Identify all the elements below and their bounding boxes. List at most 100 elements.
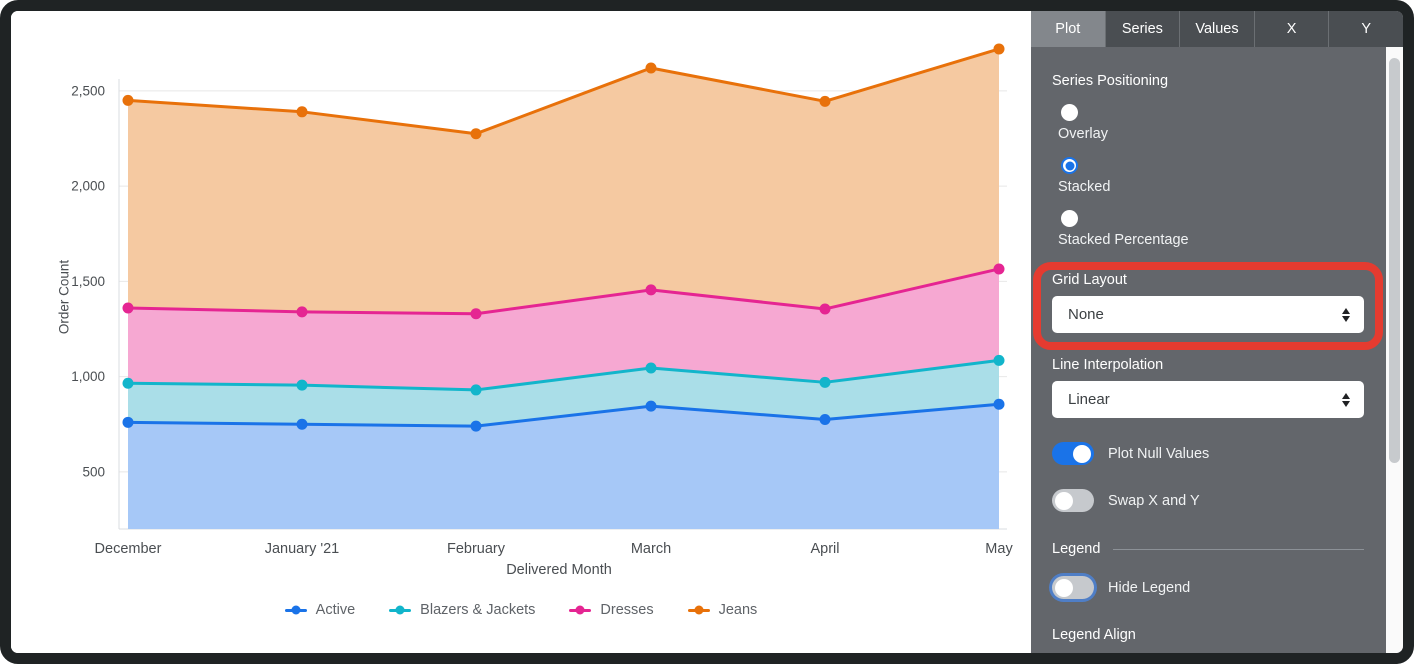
chart-legend: Active Blazers & Jackets Dresses Jeans	[11, 602, 1031, 618]
point-Jeans[interactable]	[819, 95, 831, 107]
legend-label: Blazers & Jackets	[420, 602, 536, 618]
hide-legend-toggle[interactable]	[1052, 576, 1094, 599]
area-Dresses	[128, 268, 999, 390]
legend-section-header-row: Legend	[1052, 541, 1364, 557]
hide-legend-label: Hide Legend	[1108, 579, 1191, 596]
point-Dresses[interactable]	[645, 284, 657, 296]
y-tick-label: 500	[82, 464, 105, 479]
hide-legend-row: Hide Legend	[1052, 576, 1364, 599]
legend-label: Dresses	[600, 602, 654, 618]
point-Dresses[interactable]	[296, 306, 308, 318]
radio-label: Overlay	[1058, 126, 1108, 142]
point-Dresses[interactable]	[122, 302, 134, 314]
grid-layout-label: Grid Layout	[1052, 272, 1127, 288]
point-Jeans[interactable]	[122, 94, 134, 106]
area-Jeans	[128, 48, 999, 314]
point-Dresses[interactable]	[470, 308, 482, 320]
radio-icon[interactable]	[1061, 104, 1078, 121]
point-Active[interactable]	[296, 418, 308, 430]
radio-icon[interactable]	[1061, 157, 1078, 174]
point-Blazers & Jackets[interactable]	[296, 379, 308, 391]
legend-align-label: Legend Align	[1052, 627, 1136, 643]
legend-section-header: Legend	[1052, 541, 1101, 557]
point-Dresses[interactable]	[819, 303, 831, 315]
plot-null-values-row: Plot Null Values	[1052, 442, 1364, 465]
radio-label: Stacked	[1058, 179, 1111, 195]
legend-marker-icon	[389, 605, 412, 615]
legend-marker-icon	[284, 605, 307, 615]
point-Blazers & Jackets[interactable]	[819, 376, 831, 388]
settings-panel: Plot Series Values X Y Series Positionin…	[1031, 11, 1403, 653]
point-Active[interactable]	[645, 400, 657, 412]
x-tick-label: March	[631, 541, 671, 557]
radio-icon[interactable]	[1061, 210, 1078, 227]
x-tick-label: April	[810, 541, 839, 557]
scrollbar-thumb[interactable]	[1389, 58, 1400, 463]
area-Blazers & Jackets	[128, 360, 999, 427]
line-Dresses	[127, 267, 1000, 316]
legend-item[interactable]: Dresses	[569, 602, 654, 618]
legend-marker-icon	[569, 605, 592, 615]
radio-option-stacked-percentage[interactable]: Stacked Percentage	[1052, 210, 1364, 248]
point-Jeans[interactable]	[993, 43, 1005, 55]
section-divider	[1113, 548, 1364, 550]
swap-x-y-row: Swap X and Y	[1052, 489, 1364, 512]
y-tick-label: 1,500	[71, 274, 105, 289]
area-Active	[128, 404, 999, 529]
y-tick-label: 2,500	[71, 83, 105, 98]
point-Active[interactable]	[122, 416, 134, 428]
point-Blazers & Jackets[interactable]	[645, 362, 657, 374]
line-Active	[127, 402, 1000, 428]
panel-body: Series Positioning Overlay Stacked Stack…	[1031, 47, 1403, 653]
legend-marker-icon	[687, 605, 710, 615]
y-axis-title: Order Count	[56, 259, 72, 335]
radio-label: Stacked Percentage	[1058, 232, 1189, 248]
line-interpolation-value: Linear	[1068, 391, 1110, 408]
toggle-knob	[1055, 578, 1073, 597]
tab-series[interactable]: Series	[1104, 11, 1180, 47]
line-Blazers & Jackets	[127, 358, 1000, 392]
line-interpolation-select[interactable]: Linear	[1052, 381, 1364, 418]
point-Jeans[interactable]	[645, 62, 657, 74]
tab-y[interactable]: Y	[1328, 11, 1403, 47]
stacked-area-chart: 500 1,000 1,500 2,000 2,500 December January '…	[71, 43, 1013, 557]
plot-null-values-toggle[interactable]	[1052, 442, 1094, 465]
swap-x-y-label: Swap X and Y	[1108, 492, 1200, 509]
toggle-knob	[1055, 491, 1073, 510]
point-Blazers & Jackets[interactable]	[122, 377, 134, 389]
point-Jeans[interactable]	[470, 128, 482, 140]
legend-item[interactable]: Active	[284, 602, 355, 618]
legend-label: Jeans	[718, 602, 758, 618]
x-axis-title: Delivered Month	[506, 562, 612, 578]
point-Active[interactable]	[819, 413, 831, 425]
radio-option-stacked[interactable]: Stacked	[1052, 157, 1364, 195]
plot-null-values-label: Plot Null Values	[1108, 445, 1210, 462]
grid-layout-select[interactable]: None	[1052, 296, 1364, 333]
legend-item[interactable]: Jeans	[687, 602, 758, 618]
line-interpolation-label: Line Interpolation	[1052, 357, 1164, 373]
tab-x[interactable]: X	[1253, 11, 1329, 47]
point-Active[interactable]	[993, 398, 1005, 410]
swap-x-y-toggle[interactable]	[1052, 489, 1094, 512]
x-tick-label: December	[95, 541, 162, 557]
tab-values[interactable]: Values	[1179, 11, 1254, 47]
grid-layout-value: None	[1068, 306, 1104, 323]
x-tick-label: February	[447, 541, 506, 557]
updown-arrows-icon	[1342, 392, 1350, 407]
point-Blazers & Jackets[interactable]	[993, 354, 1005, 366]
x-tick-label: January '21	[265, 541, 340, 557]
point-Blazers & Jackets[interactable]	[470, 384, 482, 396]
radio-option-overlay[interactable]: Overlay	[1052, 104, 1364, 142]
tab-plot[interactable]: Plot	[1031, 11, 1105, 47]
line-Jeans	[127, 47, 1000, 136]
toggle-knob	[1073, 444, 1091, 463]
panel-scrollbar[interactable]	[1386, 47, 1403, 653]
legend-item[interactable]: Blazers & Jackets	[389, 602, 535, 618]
point-Dresses[interactable]	[993, 263, 1005, 275]
point-Active[interactable]	[470, 420, 482, 432]
series-positioning-label: Series Positioning	[1052, 73, 1169, 89]
y-tick-label: 1,000	[71, 369, 105, 384]
point-Jeans[interactable]	[296, 106, 308, 118]
updown-arrows-icon	[1342, 307, 1350, 322]
